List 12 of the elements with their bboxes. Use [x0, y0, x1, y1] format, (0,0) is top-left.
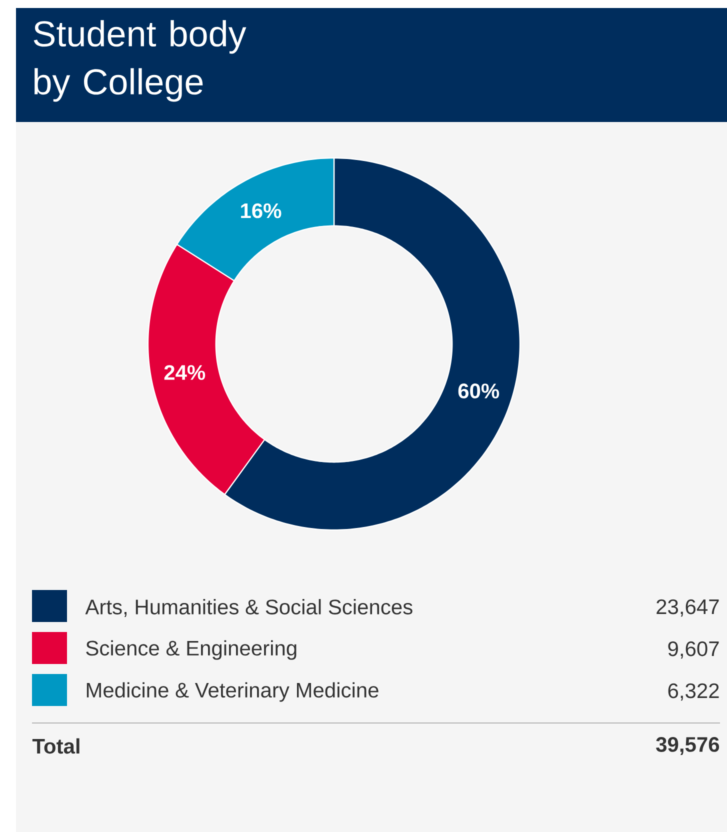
text: 39,576 [656, 737, 720, 755]
data-label: 24% [164, 365, 206, 380]
text: Total [32, 738, 80, 754]
data-label: 16% [241, 203, 282, 218]
text: 6,322 [668, 683, 719, 701]
text: 9,607 [668, 641, 719, 659]
text: 23,647 [656, 599, 719, 617]
legend-label: Medicine & Veterinary Medicine [86, 682, 378, 702]
data-label: 60% [458, 384, 500, 398]
chart-title: Student body by College [34, 20, 246, 102]
legend-label: Arts, Humanities & Social Sciences [85, 599, 412, 617]
legend-label: Science & Engineering [86, 640, 296, 660]
